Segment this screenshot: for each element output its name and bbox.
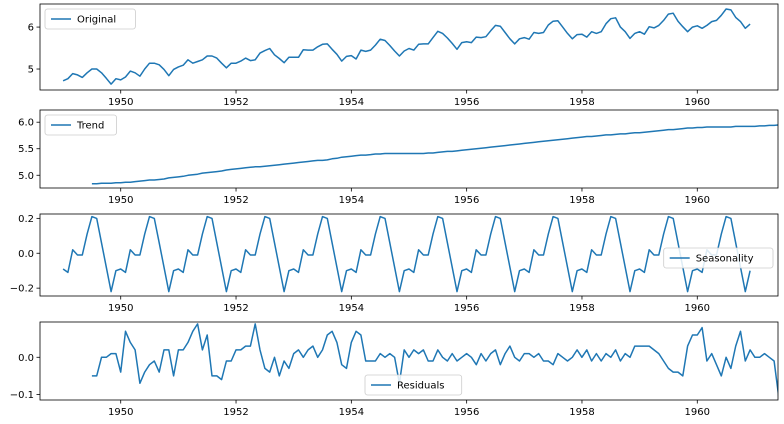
- seasonality-ytick-label: 0.0: [18, 249, 34, 260]
- trend-panel: 1950 1952 1954 1956 1958 1960 5.0 5.5 6.0 Trend: [18, 109, 779, 206]
- residuals-panel: 1950 1952 1954 1956 1958 1960 0.0 −0.1 Residuals: [10, 321, 779, 418]
- original-series-line: [62, 8, 751, 85]
- seasonality-xtick-label: 1954: [339, 303, 364, 314]
- seasonality-panel: 1950 1952 1954 1956 1958 1960 0.2 0.0 −0.2 Season…: [10, 213, 779, 314]
- original-xtick-label: 1958: [569, 97, 594, 108]
- seasonality-xtick-label: 1950: [108, 303, 133, 314]
- residuals-axes-frame: [39, 321, 779, 401]
- seasonality-legend: Seasonality: [663, 247, 774, 269]
- trend-series-line: [91, 124, 778, 185]
- original-ytick-label: 6: [28, 23, 34, 34]
- trend-legend-label: Trend: [76, 121, 104, 132]
- trend-xtick-label: 1954: [339, 195, 364, 206]
- original-xtick-label: 1950: [108, 97, 133, 108]
- trend-xtick-label: 1952: [223, 195, 248, 206]
- residuals-ytick-label: −0.1: [10, 390, 34, 401]
- original-legend: Original: [44, 8, 136, 30]
- residuals-legend-box: [364, 374, 463, 396]
- trend-xtick-label: 1958: [569, 195, 594, 206]
- trend-legend: Trend: [44, 114, 117, 136]
- residuals-xtick-label: 1956: [454, 407, 479, 418]
- residuals-series-line: [91, 323, 778, 397]
- seasonality-ytick-label: −0.2: [10, 284, 34, 295]
- residuals-legend-label: Residuals: [397, 381, 444, 392]
- original-xtick-label: 1960: [685, 97, 710, 108]
- trend-ytick-label: 5.0: [18, 171, 34, 182]
- trend-xtick-label: 1960: [685, 195, 710, 206]
- residuals-xtick-label: 1952: [223, 407, 248, 418]
- trend-ytick-label: 6.0: [18, 118, 34, 129]
- seasonality-ytick-label: 0.2: [18, 214, 34, 225]
- original-xtick-label: 1956: [454, 97, 479, 108]
- trend-xtick-label: 1950: [108, 195, 133, 206]
- seasonality-xtick-label: 1958: [569, 303, 594, 314]
- trend-ytick-label: 5.5: [18, 144, 34, 155]
- trend-axes-frame: [39, 109, 779, 189]
- seasonality-legend-box: [663, 247, 774, 269]
- seasonality-axes-frame: [39, 213, 779, 297]
- original-ytick-label: 5: [28, 65, 34, 76]
- seasonality-xtick-label: 1952: [223, 303, 248, 314]
- seasonality-legend-label: Seasonality: [696, 254, 754, 265]
- trend-xtick-label: 1956: [454, 195, 479, 206]
- original-legend-label: Original: [77, 15, 116, 26]
- residuals-legend: Residuals: [364, 374, 463, 396]
- original-legend-box: [44, 8, 136, 30]
- seasonality-series-line: [62, 215, 751, 293]
- original-xtick-label: 1952: [223, 97, 248, 108]
- seasonality-xtick-label: 1956: [454, 303, 479, 314]
- trend-legend-box: [44, 114, 117, 136]
- residuals-xtick-label: 1954: [339, 407, 364, 418]
- residuals-ytick-label: 0.0: [18, 353, 34, 364]
- original-panel: 1950 1952 1954 1956 1958 1960 5 6 Original: [28, 3, 779, 108]
- seasonality-xtick-label: 1960: [685, 303, 710, 314]
- residuals-xtick-label: 1950: [108, 407, 133, 418]
- original-axes-frame: [39, 3, 779, 91]
- residuals-xtick-label: 1960: [685, 407, 710, 418]
- original-xtick-label: 1954: [339, 97, 364, 108]
- residuals-xtick-label: 1958: [569, 407, 594, 418]
